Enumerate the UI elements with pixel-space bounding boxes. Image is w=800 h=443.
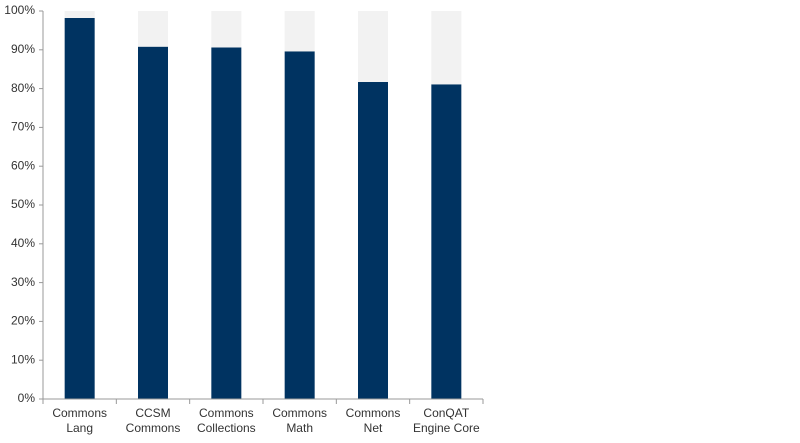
bar-segment (284, 51, 315, 400)
bar-segment (358, 82, 388, 399)
x-tick-label: CCSM (135, 406, 170, 420)
bar-segment (431, 11, 462, 85)
x-tick-label: Math (286, 421, 313, 435)
y-tick-label: 80% (11, 81, 35, 95)
x-tick-label: Net (364, 421, 383, 435)
x-tick-label: ConQAT (423, 406, 469, 420)
bar-segment (431, 84, 462, 399)
y-tick-label: 50% (11, 197, 35, 211)
y-tick-label: 10% (11, 352, 35, 366)
x-tick-label: Engine Core (413, 421, 480, 435)
x-tick-label: Collections (197, 421, 256, 435)
y-tick-label: 30% (11, 275, 35, 289)
y-tick-label: 70% (11, 120, 35, 134)
y-tick-label: 60% (11, 158, 35, 172)
bar-segment (284, 11, 315, 52)
bar-segment (211, 11, 242, 48)
x-tick-label: Commons (346, 406, 401, 420)
x-tick-label: Commons (126, 421, 181, 435)
x-tick-label: Lang (66, 421, 93, 435)
y-tick-label: 0% (18, 391, 36, 405)
y-tick-label: 100% (4, 3, 35, 17)
y-tick-label: 40% (11, 236, 35, 250)
bar-segment (64, 11, 95, 18)
bar-segment (138, 46, 168, 400)
bar-segment (358, 11, 388, 83)
y-tick-label: 20% (11, 314, 35, 328)
y-tick-label: 90% (11, 42, 35, 56)
bar-segment (64, 17, 95, 399)
x-tick-label: Commons (199, 406, 254, 420)
bar-segment (138, 11, 168, 47)
bar-segment (211, 47, 242, 400)
x-tick-label: Commons (52, 406, 107, 420)
x-tick-label: Commons (272, 406, 327, 420)
